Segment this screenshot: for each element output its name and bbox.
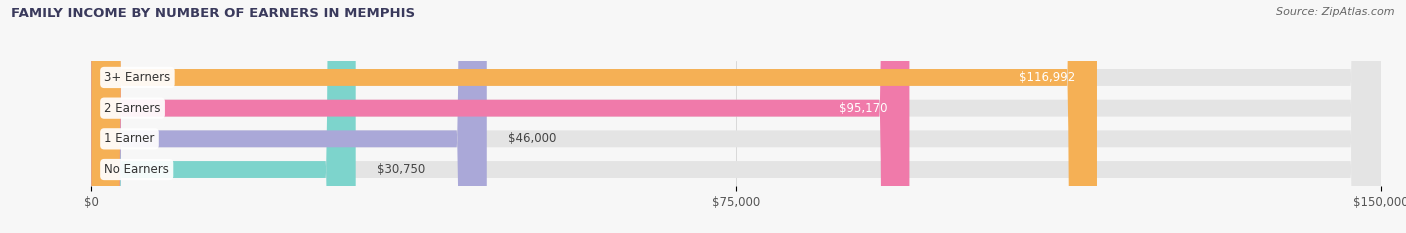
FancyBboxPatch shape: [91, 0, 1097, 233]
FancyBboxPatch shape: [91, 0, 1381, 233]
FancyBboxPatch shape: [91, 0, 1381, 233]
Text: $116,992: $116,992: [1019, 71, 1076, 84]
Text: 3+ Earners: 3+ Earners: [104, 71, 170, 84]
FancyBboxPatch shape: [91, 0, 486, 233]
Text: Source: ZipAtlas.com: Source: ZipAtlas.com: [1277, 7, 1395, 17]
Text: FAMILY INCOME BY NUMBER OF EARNERS IN MEMPHIS: FAMILY INCOME BY NUMBER OF EARNERS IN ME…: [11, 7, 415, 20]
Text: $46,000: $46,000: [508, 132, 557, 145]
FancyBboxPatch shape: [91, 0, 910, 233]
FancyBboxPatch shape: [91, 0, 1381, 233]
Text: $30,750: $30,750: [377, 163, 426, 176]
Text: No Earners: No Earners: [104, 163, 169, 176]
FancyBboxPatch shape: [91, 0, 356, 233]
FancyBboxPatch shape: [91, 0, 1381, 233]
Text: 2 Earners: 2 Earners: [104, 102, 160, 115]
Text: $95,170: $95,170: [839, 102, 889, 115]
Text: 1 Earner: 1 Earner: [104, 132, 155, 145]
